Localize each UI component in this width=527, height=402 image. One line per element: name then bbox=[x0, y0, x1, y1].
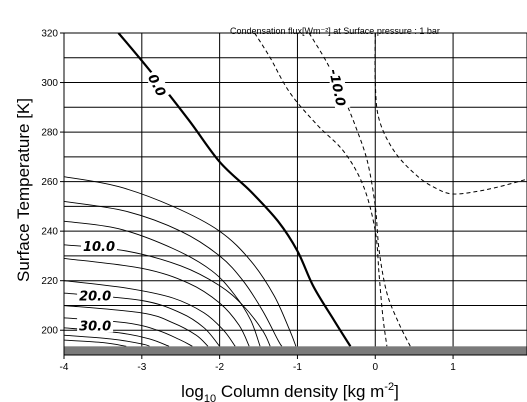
y-tick-label: 300 bbox=[41, 78, 58, 89]
contour-line bbox=[64, 339, 127, 347]
y-tick-label: 280 bbox=[41, 128, 58, 139]
contour-line bbox=[374, 33, 527, 195]
x-tick-label: 1 bbox=[450, 362, 456, 373]
contour-line bbox=[64, 280, 236, 347]
contour-label-text: 20.0 bbox=[79, 290, 111, 305]
contour-line bbox=[64, 257, 250, 347]
x-tick-label: 0 bbox=[372, 362, 378, 373]
contour-label-text: -10.0 bbox=[325, 68, 347, 108]
y-axis-label: Surface Temperature [K] bbox=[14, 98, 33, 282]
contour-line bbox=[64, 176, 297, 347]
contour-line bbox=[64, 334, 150, 347]
contour-line bbox=[254, 33, 388, 347]
contour-label: -10.0 bbox=[325, 64, 351, 111]
contour-label-bg bbox=[81, 238, 117, 253]
shaded-band bbox=[64, 346, 527, 355]
contour-label-text: 30.0 bbox=[79, 319, 111, 334]
contour-line bbox=[64, 305, 209, 347]
plot-frame bbox=[63, 32, 527, 356]
contour-label-bg bbox=[326, 64, 351, 111]
x-tick-label: -3 bbox=[137, 362, 146, 373]
x-tick-label: -2 bbox=[215, 362, 224, 373]
y-tick-label: 320 bbox=[41, 29, 58, 40]
contour-line bbox=[64, 292, 220, 347]
contour-line bbox=[308, 33, 411, 347]
contour-label-bg bbox=[77, 317, 114, 333]
contour-labels: 0.0 -10.0 10.0 20.0 30.0 bbox=[77, 64, 351, 334]
x-tick-label: -4 bbox=[60, 362, 69, 373]
contour-label: 10.0 bbox=[81, 238, 117, 255]
contour-label: 0.0 bbox=[144, 68, 172, 101]
x-axis-label: log10 Column density [kg m-2] bbox=[181, 381, 399, 402]
chart-title: Condensation flux[Wm⁻²] at Surface press… bbox=[230, 26, 440, 36]
x-tick-label: -1 bbox=[293, 362, 302, 373]
y-tick-label: 260 bbox=[41, 177, 58, 188]
contour-label-text: 10.0 bbox=[83, 240, 115, 255]
contour-label: 20.0 bbox=[77, 287, 114, 305]
contour-label-bg bbox=[144, 68, 172, 101]
grid-lines bbox=[63, 32, 527, 356]
axis-ticks: -4 -3 -2 -1 0 1 200 220 240 260 280 300 320 bbox=[41, 29, 456, 374]
y-tick-label: 220 bbox=[41, 276, 58, 287]
y-tick-label: 200 bbox=[41, 326, 58, 337]
contour-line bbox=[64, 200, 283, 347]
contour-line bbox=[64, 244, 271, 347]
contour-line bbox=[64, 220, 261, 347]
y-tick-label: 240 bbox=[41, 227, 58, 238]
contour-label-bg bbox=[77, 287, 114, 303]
contour-lines bbox=[64, 33, 527, 347]
contour-label: 30.0 bbox=[77, 317, 114, 334]
